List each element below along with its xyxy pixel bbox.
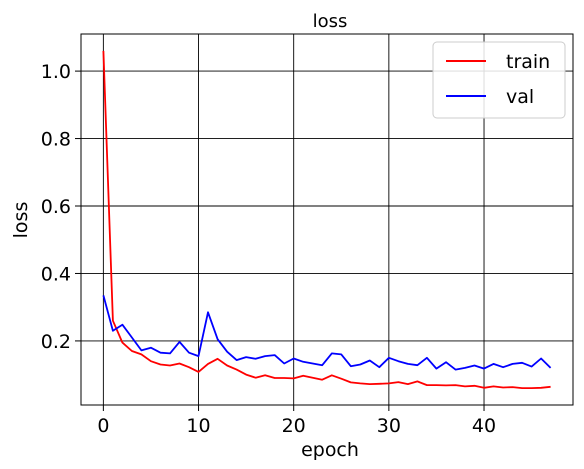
series-line-train [102,50,551,390]
y-tick-label: 0.8 [41,129,71,151]
y-ticks: 0.2 0.4 0.6 0.8 1.0 [41,61,81,353]
y-tick-label: 0.6 [41,196,71,218]
x-tick-label: 0 [97,415,109,437]
x-axis-label: epoch [301,439,359,461]
y-axis-label: loss [10,202,32,239]
legend-label-train: train [506,51,550,73]
series-lines [102,50,552,390]
y-tick-label: 0.2 [41,331,71,353]
legend-label-val: val [506,86,534,108]
series-line-val [102,295,552,371]
x-tick-label: 30 [377,415,401,437]
x-tick-label: 10 [186,415,210,437]
y-tick-label: 1.0 [41,61,71,83]
x-tick-label: 40 [472,415,496,437]
legend: train val [432,41,566,119]
chart-title: loss [313,11,348,32]
x-ticks: 0 10 20 30 40 [97,405,496,437]
plot-frame [80,33,574,406]
x-tick-label: 20 [282,415,306,437]
y-tick-label: 0.4 [41,263,71,285]
